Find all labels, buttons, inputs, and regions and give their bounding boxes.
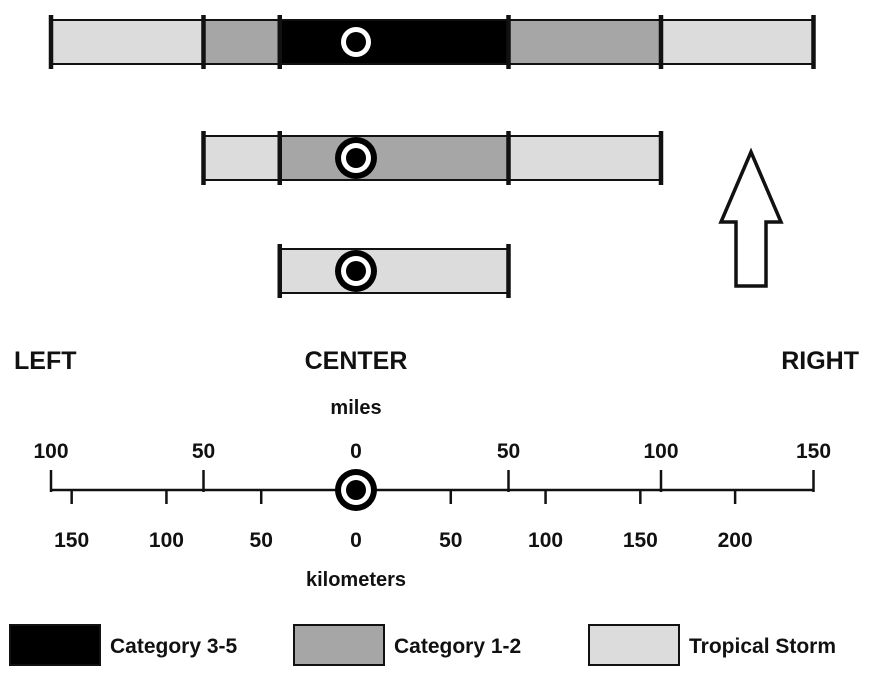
km-tick-labels: 150 100 50 0 50 100 150 200 <box>54 529 753 552</box>
legend-label: Tropical Storm <box>689 635 836 658</box>
scale-axis <box>49 469 815 511</box>
up-arrow-icon <box>718 147 784 288</box>
mile-tick-labels: 100 50 0 50 100 150 <box>33 440 831 463</box>
mile-tick-label: 50 <box>192 440 215 463</box>
segment-tropical-storm <box>660 19 815 65</box>
left-label: LEFT <box>14 347 77 375</box>
wind-radius-bars <box>48 15 816 298</box>
storm-center-icon <box>335 469 377 511</box>
legend-item-category-3-5: Category 3-5 <box>9 624 238 666</box>
legend-swatch <box>588 624 680 666</box>
storm-center-icon <box>335 137 377 179</box>
storm-center-icon <box>335 250 377 292</box>
legend-item-category-1-2: Category 1-2 <box>293 624 521 666</box>
mile-tick-label: 150 <box>796 440 831 463</box>
km-tick-label: 150 <box>54 529 89 552</box>
storm-center-icon <box>335 21 377 63</box>
legend: Category 3-5 Category 1-2 Tropical Storm <box>9 624 836 666</box>
km-tick-label: 50 <box>250 529 273 552</box>
mile-tick-label: 50 <box>497 440 520 463</box>
km-tick-label: 150 <box>623 529 658 552</box>
wind-bar-3 <box>277 244 511 298</box>
segment-category-1-2 <box>507 19 662 65</box>
right-label: RIGHT <box>781 347 859 375</box>
km-tick-label: 100 <box>528 529 563 552</box>
mile-tick-label: 100 <box>643 440 678 463</box>
kilometers-label: kilometers <box>306 569 406 591</box>
legend-label: Category 3-5 <box>110 635 238 658</box>
mile-tick-label: 0 <box>350 440 362 463</box>
segment-category-1-2 <box>202 19 281 65</box>
wind-bar-1 <box>48 15 816 69</box>
segment-tropical-storm <box>202 135 281 181</box>
segment-category-3-5 <box>278 19 510 65</box>
km-tick-label: 200 <box>718 529 753 552</box>
km-tick-label: 100 <box>149 529 184 552</box>
legend-swatch <box>293 624 385 666</box>
legend-swatch <box>9 624 101 666</box>
legend-item-tropical-storm: Tropical Storm <box>588 624 836 666</box>
segment-tropical-storm <box>278 248 510 294</box>
segment-tropical-storm <box>507 135 662 181</box>
legend-label: Category 1-2 <box>394 635 521 658</box>
km-tick-label: 0 <box>350 529 362 552</box>
segment-category-1-2 <box>278 135 510 181</box>
miles-label: miles <box>330 397 381 419</box>
mile-tick-label: 100 <box>33 440 68 463</box>
segment-tropical-storm <box>50 19 205 65</box>
wind-bar-2 <box>201 131 664 185</box>
km-tick-label: 50 <box>439 529 462 552</box>
center-label: CENTER <box>305 347 408 375</box>
